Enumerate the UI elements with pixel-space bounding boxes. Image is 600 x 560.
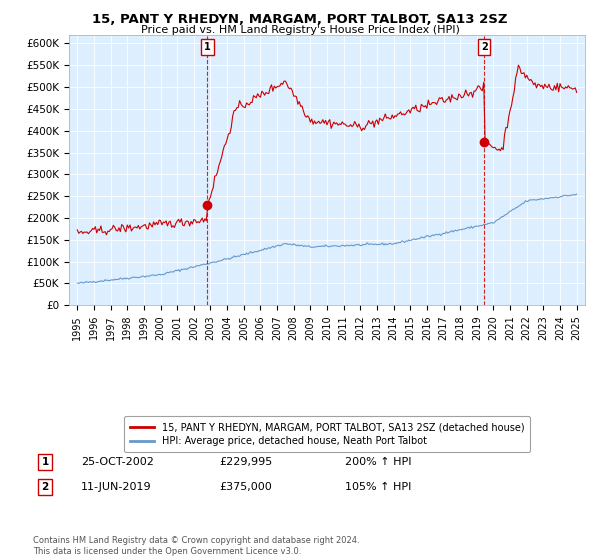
Text: 11-JUN-2019: 11-JUN-2019 xyxy=(81,482,152,492)
Text: 105% ↑ HPI: 105% ↑ HPI xyxy=(345,482,412,492)
Legend: 15, PANT Y RHEDYN, MARGAM, PORT TALBOT, SA13 2SZ (detached house), HPI: Average : 15, PANT Y RHEDYN, MARGAM, PORT TALBOT, … xyxy=(124,416,530,452)
Text: Price paid vs. HM Land Registry's House Price Index (HPI): Price paid vs. HM Land Registry's House … xyxy=(140,25,460,35)
Text: 25-OCT-2002: 25-OCT-2002 xyxy=(81,457,154,467)
Text: £229,995: £229,995 xyxy=(219,457,272,467)
Text: 1: 1 xyxy=(41,457,49,467)
Text: 15, PANT Y RHEDYN, MARGAM, PORT TALBOT, SA13 2SZ: 15, PANT Y RHEDYN, MARGAM, PORT TALBOT, … xyxy=(92,13,508,26)
Text: 1: 1 xyxy=(204,42,211,52)
Text: 2: 2 xyxy=(41,482,49,492)
Text: 2: 2 xyxy=(481,42,488,52)
Text: 200% ↑ HPI: 200% ↑ HPI xyxy=(345,457,412,467)
Text: £375,000: £375,000 xyxy=(219,482,272,492)
Text: Contains HM Land Registry data © Crown copyright and database right 2024.
This d: Contains HM Land Registry data © Crown c… xyxy=(33,536,359,556)
